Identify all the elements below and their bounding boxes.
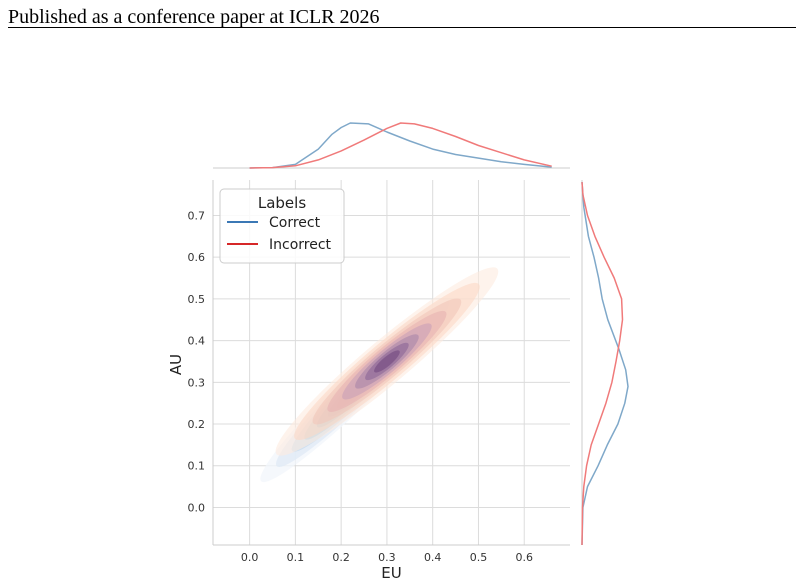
x-tick-label-4: 0.4 <box>424 551 442 564</box>
y-tick-label-3: 0.3 <box>188 376 206 389</box>
marginal-distributions <box>213 122 629 546</box>
top-marginal-correct <box>249 122 552 169</box>
x-axis-label: EU <box>381 564 401 582</box>
kde-contours <box>260 267 499 483</box>
y-axis-label: AU <box>167 354 185 375</box>
top-marginal-incorrect <box>249 122 552 169</box>
header-rule <box>8 27 796 28</box>
x-tick-label-5: 0.5 <box>470 551 488 564</box>
y-tick-label-5: 0.5 <box>188 293 206 306</box>
right-marginal-incorrect <box>581 182 624 546</box>
x-tick-label-3: 0.3 <box>378 551 396 564</box>
x-tick-label-2: 0.2 <box>332 551 350 564</box>
x-tick-label-0: 0.0 <box>241 551 259 564</box>
page-header: Published as a conference paper at ICLR … <box>8 6 380 28</box>
legend-title: Labels <box>258 194 306 212</box>
axes-spines <box>212 180 570 546</box>
y-tick-label-2: 0.2 <box>188 418 206 431</box>
y-tick-label-6: 0.6 <box>188 251 206 264</box>
y-tick-label-4: 0.4 <box>188 335 206 348</box>
right-marginal-correct <box>581 182 629 546</box>
y-tick-label-1: 0.1 <box>188 460 206 473</box>
legend: Labels Correct Incorrect <box>219 188 345 264</box>
y-tick-label-0: 0.0 <box>188 501 206 514</box>
x-tick-label-6: 0.6 <box>515 551 533 564</box>
y-tick-label-7: 0.7 <box>188 209 206 222</box>
legend-label-incorrect: Incorrect <box>269 237 332 253</box>
legend-label-correct: Correct <box>269 215 321 231</box>
x-tick-label-1: 0.1 <box>287 551 305 564</box>
tick-labels: 0.0 0.1 0.2 0.3 0.4 0.5 0.6 0.0 0.1 0.2 0.3 0.4 0.5 0… <box>188 209 533 564</box>
contour-incorrect-7 <box>374 350 400 373</box>
